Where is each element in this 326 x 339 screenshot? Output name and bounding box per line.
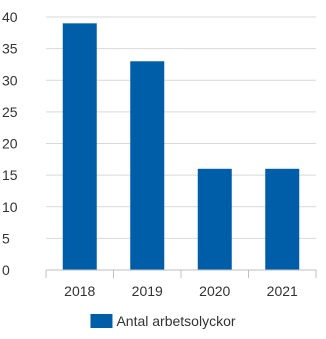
bar-2021 (265, 168, 300, 270)
x-tick-label-2018: 2018 (64, 283, 95, 299)
y-tick-label-15: 15 (2, 167, 18, 183)
bar-2020 (197, 168, 232, 270)
y-tick-label-5: 5 (2, 230, 10, 246)
bar-2019 (130, 61, 165, 271)
x-tick-label-2019: 2019 (132, 283, 163, 299)
bars (62, 23, 300, 271)
x-axis (45, 269, 317, 278)
legend: Antal arbetsolyckor (90, 313, 236, 329)
legend-swatch (90, 314, 113, 328)
x-axis-tick-labels: 2018 2019 2020 2021 (64, 283, 298, 299)
bar-2018 (62, 23, 97, 271)
legend-label: Antal arbetsolyckor (116, 313, 235, 329)
x-tick-label-2021: 2021 (267, 283, 298, 299)
y-tick-label-0: 0 (2, 262, 10, 278)
y-tick-label-10: 10 (2, 199, 18, 215)
y-tick-label-40: 40 (2, 9, 18, 25)
y-tick-label-35: 35 (2, 41, 18, 57)
y-tick-label-25: 25 (2, 104, 18, 120)
y-tick-label-30: 30 (2, 72, 18, 88)
y-tick-label-20: 20 (2, 136, 18, 152)
y-axis-tick-labels: 0 5 10 15 20 25 30 35 40 (2, 9, 18, 278)
x-tick-label-2020: 2020 (199, 283, 230, 299)
